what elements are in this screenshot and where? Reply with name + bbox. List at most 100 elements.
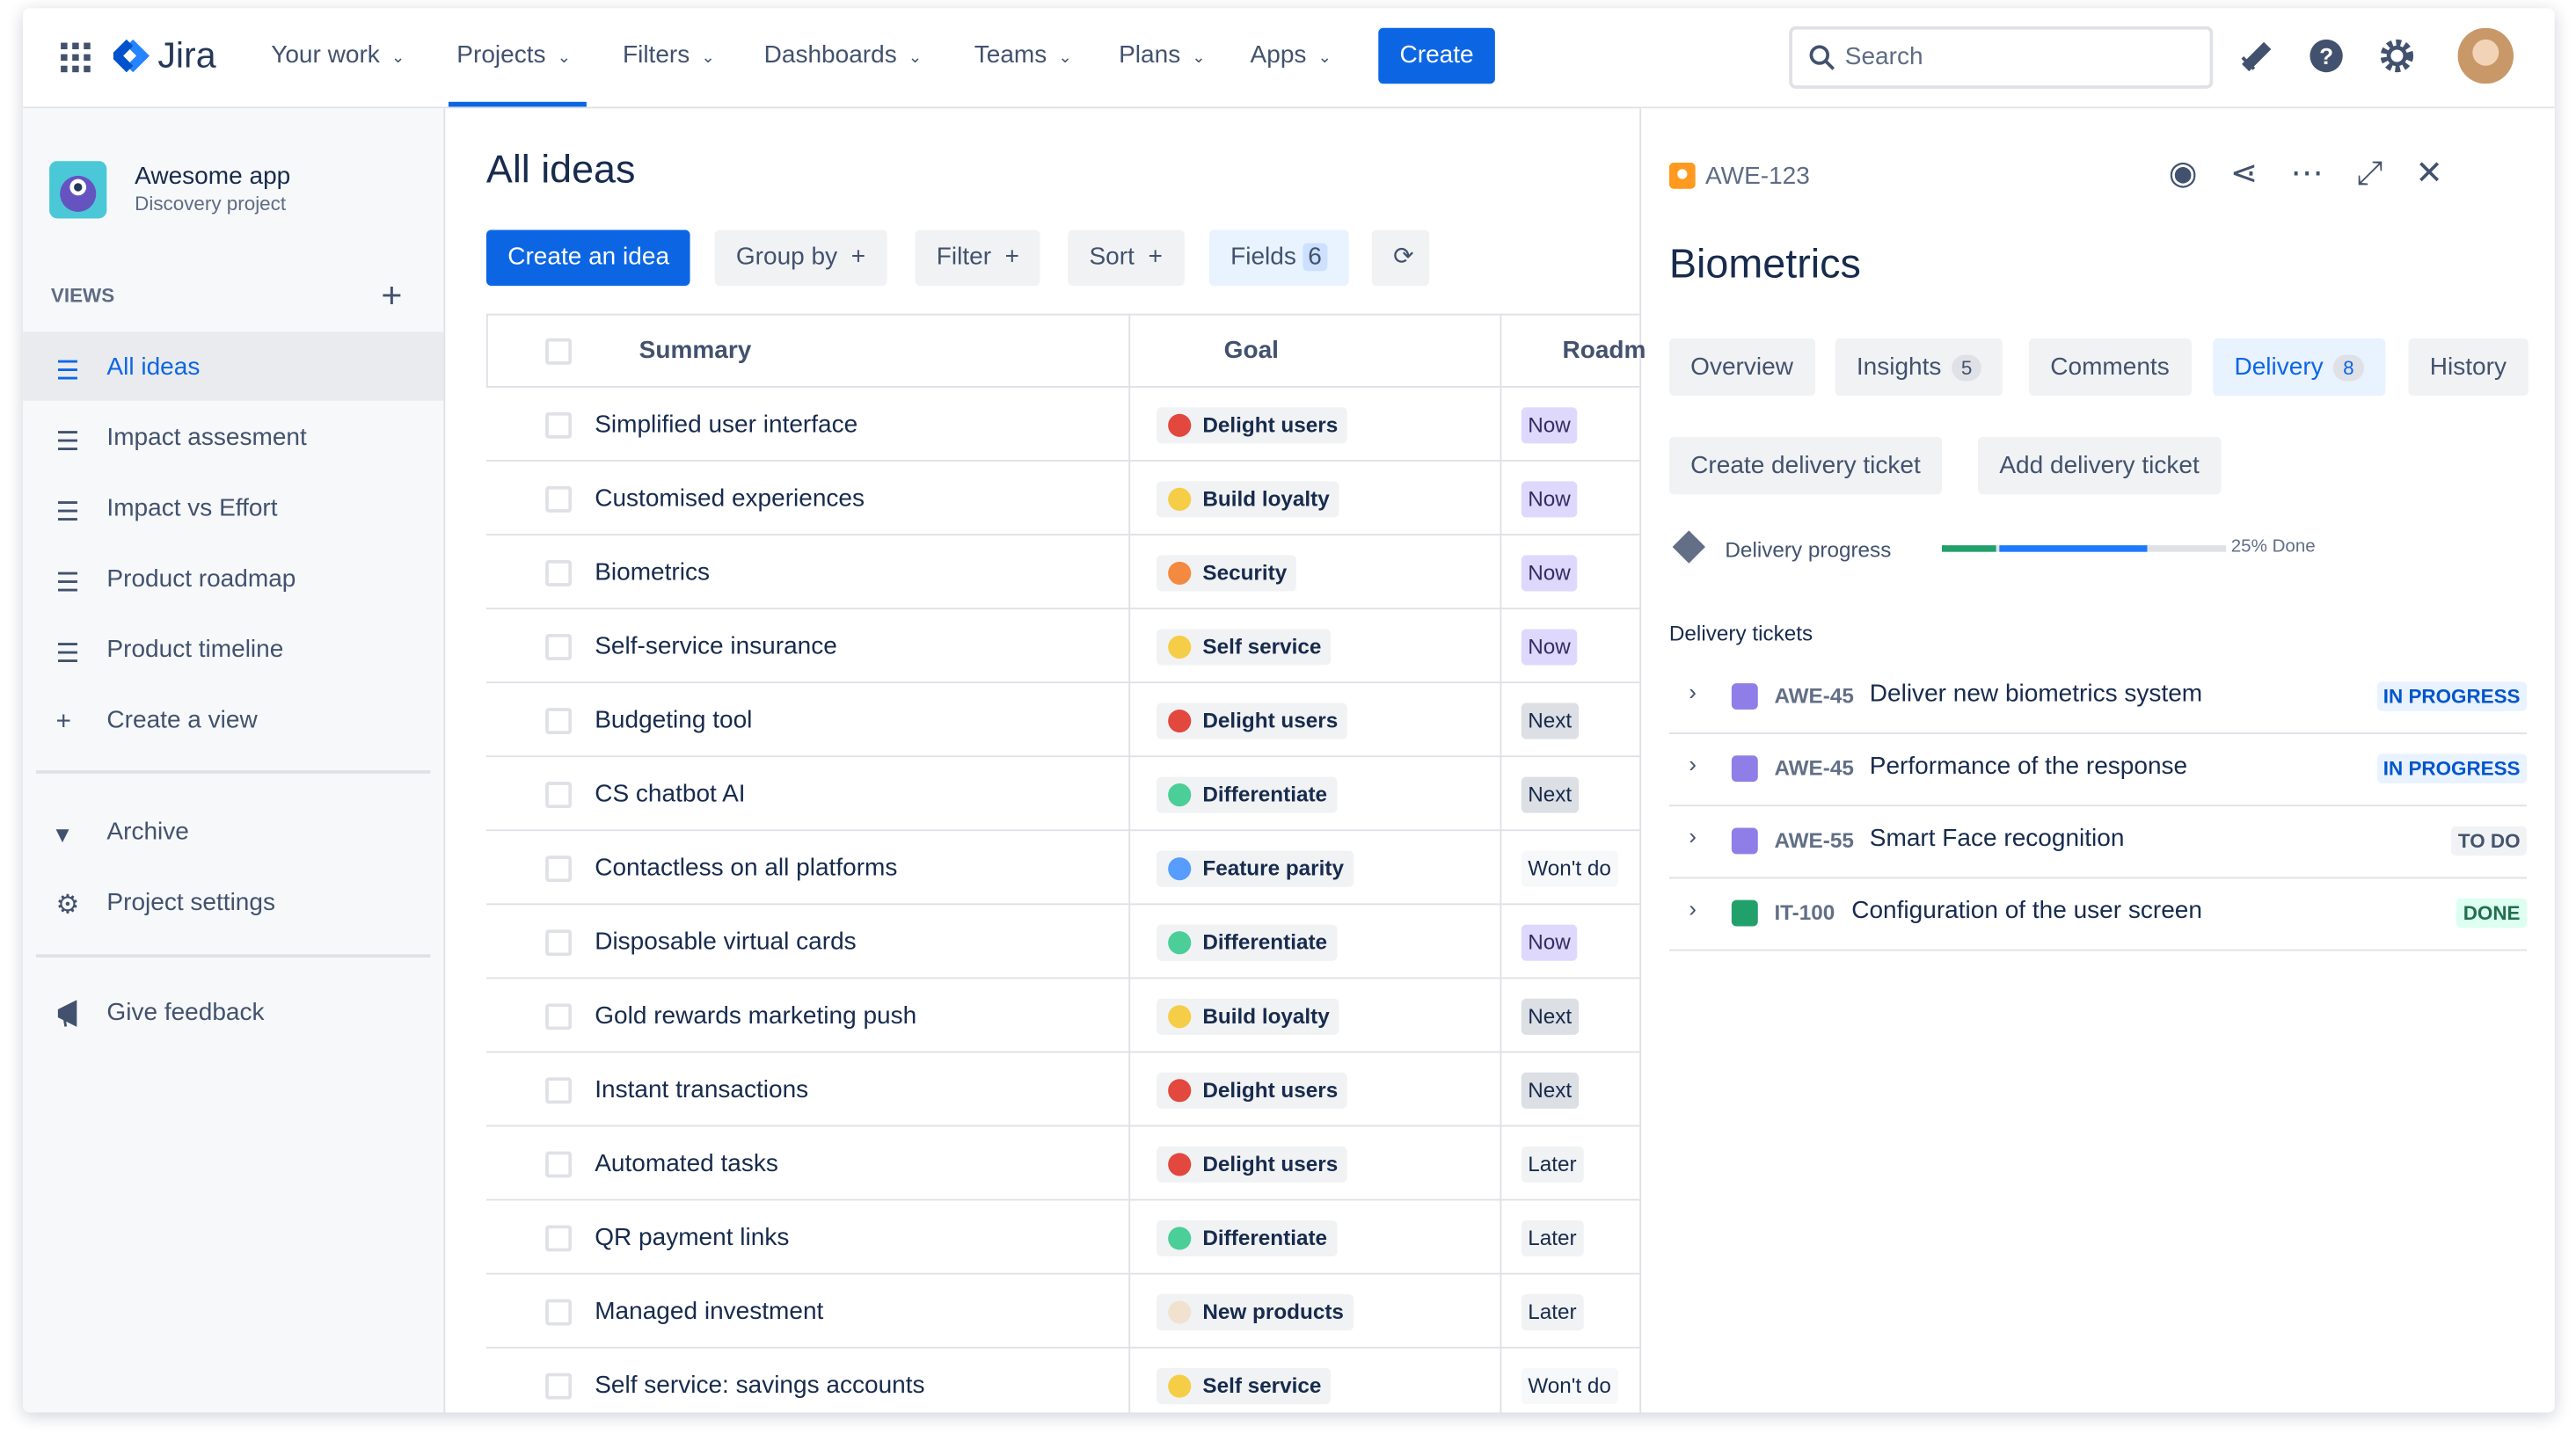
create-idea-button[interactable]: Create an idea	[485, 229, 691, 287]
delivery-ticket[interactable]: › AWE-45 Deliver new biometrics system IN P…	[1668, 660, 2527, 734]
ticket-summary[interactable]: Performance of the response	[1869, 752, 2188, 781]
ticket-summary[interactable]: Smart Face recognition	[1869, 824, 2125, 853]
sidebar-view[interactable]: Product roadmap	[106, 564, 296, 593]
idea-summary[interactable]: Managed investment	[595, 1297, 824, 1326]
nav-item[interactable]: Your work ⌄	[271, 40, 405, 69]
row-checkbox[interactable]	[545, 1077, 573, 1104]
row-checkbox[interactable]	[545, 929, 573, 957]
row-checkbox[interactable]	[545, 1151, 573, 1178]
search-box[interactable]: Search	[1789, 25, 2214, 89]
create-button[interactable]: Create	[1378, 27, 1495, 84]
idea-summary[interactable]: Instant transactions	[595, 1075, 809, 1104]
idea-summary[interactable]: Contactless on all platforms	[595, 854, 898, 883]
expand-chevron[interactable]: ›	[1689, 678, 1697, 705]
issue-key[interactable]: AWE-123	[1704, 162, 1810, 191]
help-icon[interactable]: ?	[2309, 38, 2345, 74]
sidebar-view[interactable]: Impact assesment	[106, 423, 307, 452]
table-row[interactable]: Self-service insurance Self service Now	[485, 608, 1640, 683]
idea-summary[interactable]: Biometrics	[595, 558, 711, 586]
delivery-ticket[interactable]: › AWE-55 Smart Face recognition TO DO	[1668, 805, 2527, 879]
table-row[interactable]: Biometrics Security Now	[485, 534, 1640, 609]
panel-actions[interactable]: ◉⋖⋯⤢✕	[2168, 156, 2477, 193]
expand-chevron[interactable]: ›	[1689, 750, 1697, 777]
idea-summary[interactable]: Simplified user interface	[595, 411, 858, 439]
ticket-key[interactable]: AWE-45	[1774, 755, 1854, 781]
give-feedback[interactable]: Give feedback	[106, 998, 265, 1027]
nav-item[interactable]: Dashboards ⌄	[763, 40, 923, 69]
nav-item[interactable]: Projects ⌄	[456, 40, 572, 69]
table-row[interactable]: Customised experiences Build loyalty Now	[485, 460, 1640, 535]
settings-icon[interactable]	[2379, 38, 2415, 74]
table-row[interactable]: Gold rewards marketing push Build loyalty…	[485, 977, 1640, 1052]
idea-summary[interactable]: Customised experiences	[595, 484, 865, 513]
panel-tab[interactable]: Insights 5	[1835, 338, 2003, 397]
sort-button[interactable]: Sort +	[1068, 229, 1185, 287]
table-row[interactable]: Automated tasks Delight users Later	[485, 1125, 1640, 1201]
row-checkbox[interactable]	[545, 856, 573, 883]
table-row[interactable]: Simplified user interface Delight users No…	[485, 385, 1640, 462]
filter-button[interactable]: Filter +	[915, 229, 1041, 287]
delivery-ticket[interactable]: › AWE-45 Performance of the response IN PRO…	[1668, 732, 2527, 807]
row-checkbox[interactable]	[545, 1225, 573, 1252]
app-switcher[interactable]	[59, 41, 91, 74]
ticket-key[interactable]: AWE-55	[1774, 827, 1854, 853]
idea-summary[interactable]: CS chatbot AI	[595, 780, 746, 809]
row-checkbox[interactable]	[545, 485, 573, 513]
fields-button[interactable]: Fields 6	[1208, 229, 1348, 287]
group-by-button[interactable]: Group by +	[714, 229, 887, 287]
row-checkbox[interactable]	[545, 1299, 573, 1326]
table-row[interactable]: QR payment links Differentiate Later	[485, 1198, 1640, 1275]
table-row[interactable]: Self service: savings accounts Self servi…	[485, 1346, 1640, 1413]
idea-summary[interactable]: Self-service insurance	[595, 632, 837, 660]
refresh-button[interactable]: ⟳	[1371, 229, 1430, 287]
idea-summary[interactable]: Budgeting tool	[595, 706, 753, 734]
table-row[interactable]: Contactless on all platforms Feature pari…	[485, 829, 1640, 905]
nav-item[interactable]: Filters ⌄	[622, 40, 716, 69]
ticket-summary[interactable]: Deliver new biometrics system	[1869, 680, 2203, 709]
ticket-key[interactable]: IT-100	[1774, 899, 1835, 925]
expand-chevron[interactable]: ›	[1689, 895, 1697, 921]
column-header[interactable]: Goal	[1223, 336, 1279, 365]
column-header[interactable]: Roadm	[1562, 336, 1646, 365]
expand-chevron[interactable]: ›	[1689, 822, 1697, 849]
header-checkbox[interactable]	[545, 338, 573, 365]
table-row[interactable]: Managed investment New products Later	[485, 1272, 1640, 1349]
add-view[interactable]: +	[381, 273, 403, 316]
sidebar-link[interactable]: Archive	[106, 818, 189, 847]
nav-item[interactable]: Apps ⌄	[1250, 40, 1332, 69]
panel-tab[interactable]: Overview	[1668, 338, 1815, 397]
table-row[interactable]: CS chatbot AI Differentiate Next	[485, 755, 1640, 831]
create-ticket-button[interactable]: Create delivery ticket	[1668, 436, 1943, 495]
idea-summary[interactable]: QR payment links	[595, 1223, 790, 1252]
column-header[interactable]: Summary	[639, 336, 752, 365]
nav-item[interactable]: Plans ⌄	[1119, 40, 1206, 69]
panel-tab[interactable]: Comments	[2028, 338, 2192, 397]
sidebar-view[interactable]: All ideas	[106, 353, 201, 382]
avatar[interactable]	[2457, 27, 2514, 84]
table-row[interactable]: Instant transactions Delight users Next	[485, 1051, 1640, 1127]
panel-tab[interactable]: Delivery 8	[2213, 338, 2386, 397]
sidebar-view[interactable]: Product timeline	[106, 635, 284, 664]
idea-summary[interactable]: Automated tasks	[595, 1149, 778, 1178]
row-checkbox[interactable]	[545, 411, 573, 439]
idea-summary[interactable]: Disposable virtual cards	[595, 928, 857, 957]
delivery-ticket[interactable]: › IT-100 Configuration of the user screen D…	[1668, 877, 2527, 951]
row-checkbox[interactable]	[545, 1373, 573, 1400]
row-checkbox[interactable]	[545, 1003, 573, 1030]
table-row[interactable]: Disposable virtual cards Differentiate Now	[485, 903, 1640, 979]
product-name[interactable]: Jira	[157, 34, 216, 76]
sidebar-view[interactable]: Impact vs Effort	[106, 494, 278, 523]
row-checkbox[interactable]	[545, 708, 573, 734]
row-checkbox[interactable]	[545, 559, 573, 586]
sidebar-view[interactable]: Create a view	[106, 706, 258, 734]
add-ticket-button[interactable]: Add delivery ticket	[1978, 436, 2222, 495]
project-name[interactable]: Awesome app	[135, 162, 291, 191]
notifications-icon[interactable]	[2237, 38, 2273, 74]
sidebar-link[interactable]: Project settings	[106, 888, 275, 917]
table-row[interactable]: Budgeting tool Delight users Next	[485, 681, 1640, 757]
ticket-summary[interactable]: Configuration of the user screen	[1851, 896, 2202, 925]
row-checkbox[interactable]	[545, 634, 573, 660]
idea-summary[interactable]: Gold rewards marketing push	[595, 1001, 917, 1030]
panel-tab[interactable]: History	[2408, 338, 2529, 397]
row-checkbox[interactable]	[545, 782, 573, 809]
